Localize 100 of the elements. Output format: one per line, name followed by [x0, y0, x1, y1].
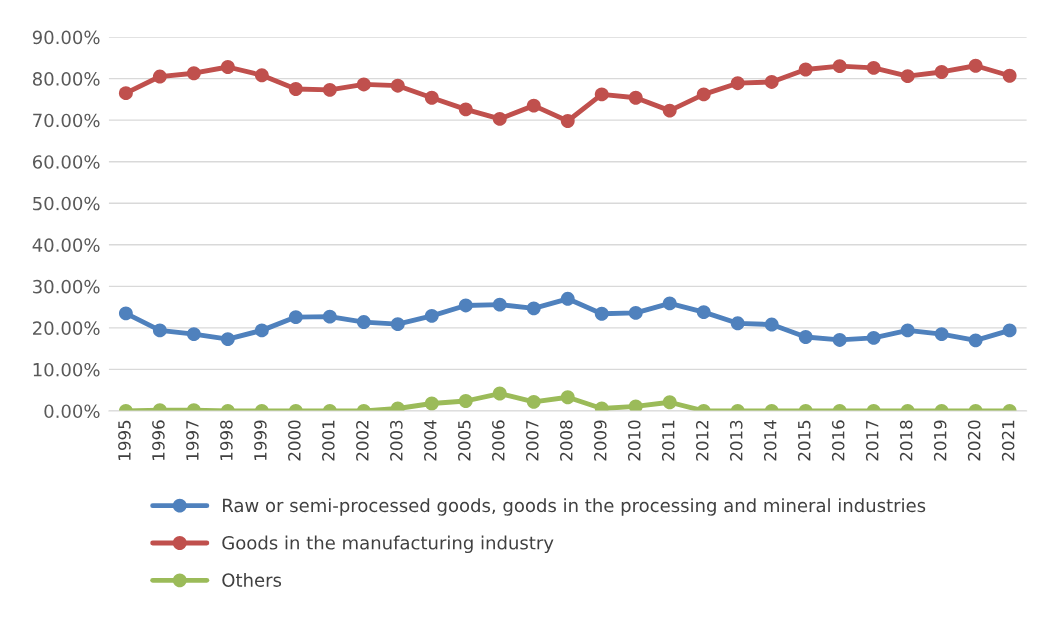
point	[152, 69, 167, 84]
point	[254, 323, 269, 338]
x-tick-label: 2009	[593, 420, 607, 461]
point	[662, 296, 677, 311]
point	[1002, 323, 1017, 338]
point	[526, 98, 541, 113]
point	[424, 90, 439, 105]
point	[220, 60, 235, 74]
x-tick-label: 2011	[661, 420, 675, 461]
point	[560, 291, 575, 306]
x-tick-label: 2004	[424, 420, 437, 461]
y-tick-label: 80.00%	[32, 72, 100, 86]
point	[118, 306, 133, 321]
point	[968, 333, 983, 348]
point	[390, 78, 405, 93]
point	[662, 103, 677, 118]
point	[526, 394, 541, 409]
point	[968, 58, 983, 73]
y-tick-label: 20.00%	[33, 321, 100, 335]
point	[560, 390, 575, 405]
point	[424, 308, 439, 323]
point	[492, 297, 507, 312]
x-tick-label: 1997	[186, 420, 199, 460]
point	[798, 62, 813, 77]
y-tick-label: 90.00%	[32, 30, 100, 45]
point	[764, 75, 779, 89]
point	[458, 394, 473, 408]
x-tick-label: 2001	[322, 420, 335, 461]
y-tick-label: 40.00%	[32, 238, 100, 252]
point	[594, 306, 609, 321]
point	[220, 332, 235, 347]
x-tick-label: 2003	[390, 420, 403, 461]
point	[764, 317, 779, 332]
point	[1002, 68, 1017, 83]
x-tick-label: 2000	[288, 420, 301, 461]
x-tick-label: 1996	[152, 420, 165, 460]
point	[730, 316, 745, 331]
point	[832, 59, 847, 74]
point	[934, 65, 949, 79]
point	[730, 76, 745, 91]
legend-label: Goods in the manufacturing industry	[222, 535, 554, 554]
point	[866, 60, 881, 75]
x-tick-label: 2016	[831, 420, 845, 461]
x-tick-label: 2021	[1001, 420, 1015, 461]
point	[254, 68, 269, 83]
x-tick-label: 2007	[526, 420, 539, 461]
x-tick-label: 2013	[729, 420, 743, 461]
x-tick-label: 1999	[254, 420, 267, 460]
point	[832, 332, 847, 347]
point	[560, 114, 575, 128]
point	[356, 77, 371, 92]
point	[458, 298, 473, 313]
y-tick-label: 30.00%	[33, 279, 100, 294]
point	[696, 87, 711, 102]
x-tick-label: 2018	[899, 420, 913, 461]
x-tick-label: 2008	[559, 420, 573, 461]
x-tick-label: 2012	[695, 420, 709, 461]
x-tick-label: 2006	[492, 420, 505, 461]
point	[118, 86, 133, 101]
point	[322, 82, 337, 97]
x-tick-label: 2019	[933, 420, 947, 461]
x-tick-label: 2002	[356, 420, 369, 461]
x-tick-label: 2020	[967, 420, 981, 461]
point	[288, 310, 303, 325]
point	[594, 87, 609, 102]
point	[322, 309, 337, 324]
point	[288, 82, 303, 96]
point	[934, 327, 949, 342]
x-tick-label: 2017	[865, 420, 879, 461]
y-tick-label: 60.00%	[32, 155, 100, 169]
y-tick-label: 70.00%	[33, 113, 100, 128]
legend-label: Others	[222, 572, 282, 587]
x-tick-label: 1998	[220, 420, 233, 460]
point	[186, 327, 201, 342]
point	[390, 317, 405, 332]
point	[662, 395, 677, 410]
x-tick-label: 1995	[118, 420, 131, 460]
point	[492, 111, 507, 126]
point	[696, 305, 711, 320]
point	[424, 396, 439, 411]
point	[628, 399, 643, 411]
point	[492, 386, 507, 401]
point	[152, 323, 167, 338]
point	[526, 301, 541, 316]
point	[866, 330, 881, 345]
y-tick-label: 50.00%	[33, 196, 100, 211]
x-tick-label: 2014	[763, 420, 777, 461]
y-tick-label: 10.00%	[33, 362, 100, 377]
point	[628, 90, 643, 105]
point	[900, 323, 915, 338]
x-tick-label: 2010	[627, 420, 641, 461]
point	[356, 315, 371, 330]
point	[186, 66, 201, 81]
x-tick-label: 2015	[797, 420, 811, 461]
point	[458, 102, 473, 117]
y-tick-label: 0.00%	[44, 404, 100, 419]
point	[628, 305, 643, 320]
point	[900, 69, 915, 84]
point	[798, 330, 813, 344]
legend-label: Raw or semi-processed goods, goods in the processing and mineral industries	[223, 498, 926, 516]
